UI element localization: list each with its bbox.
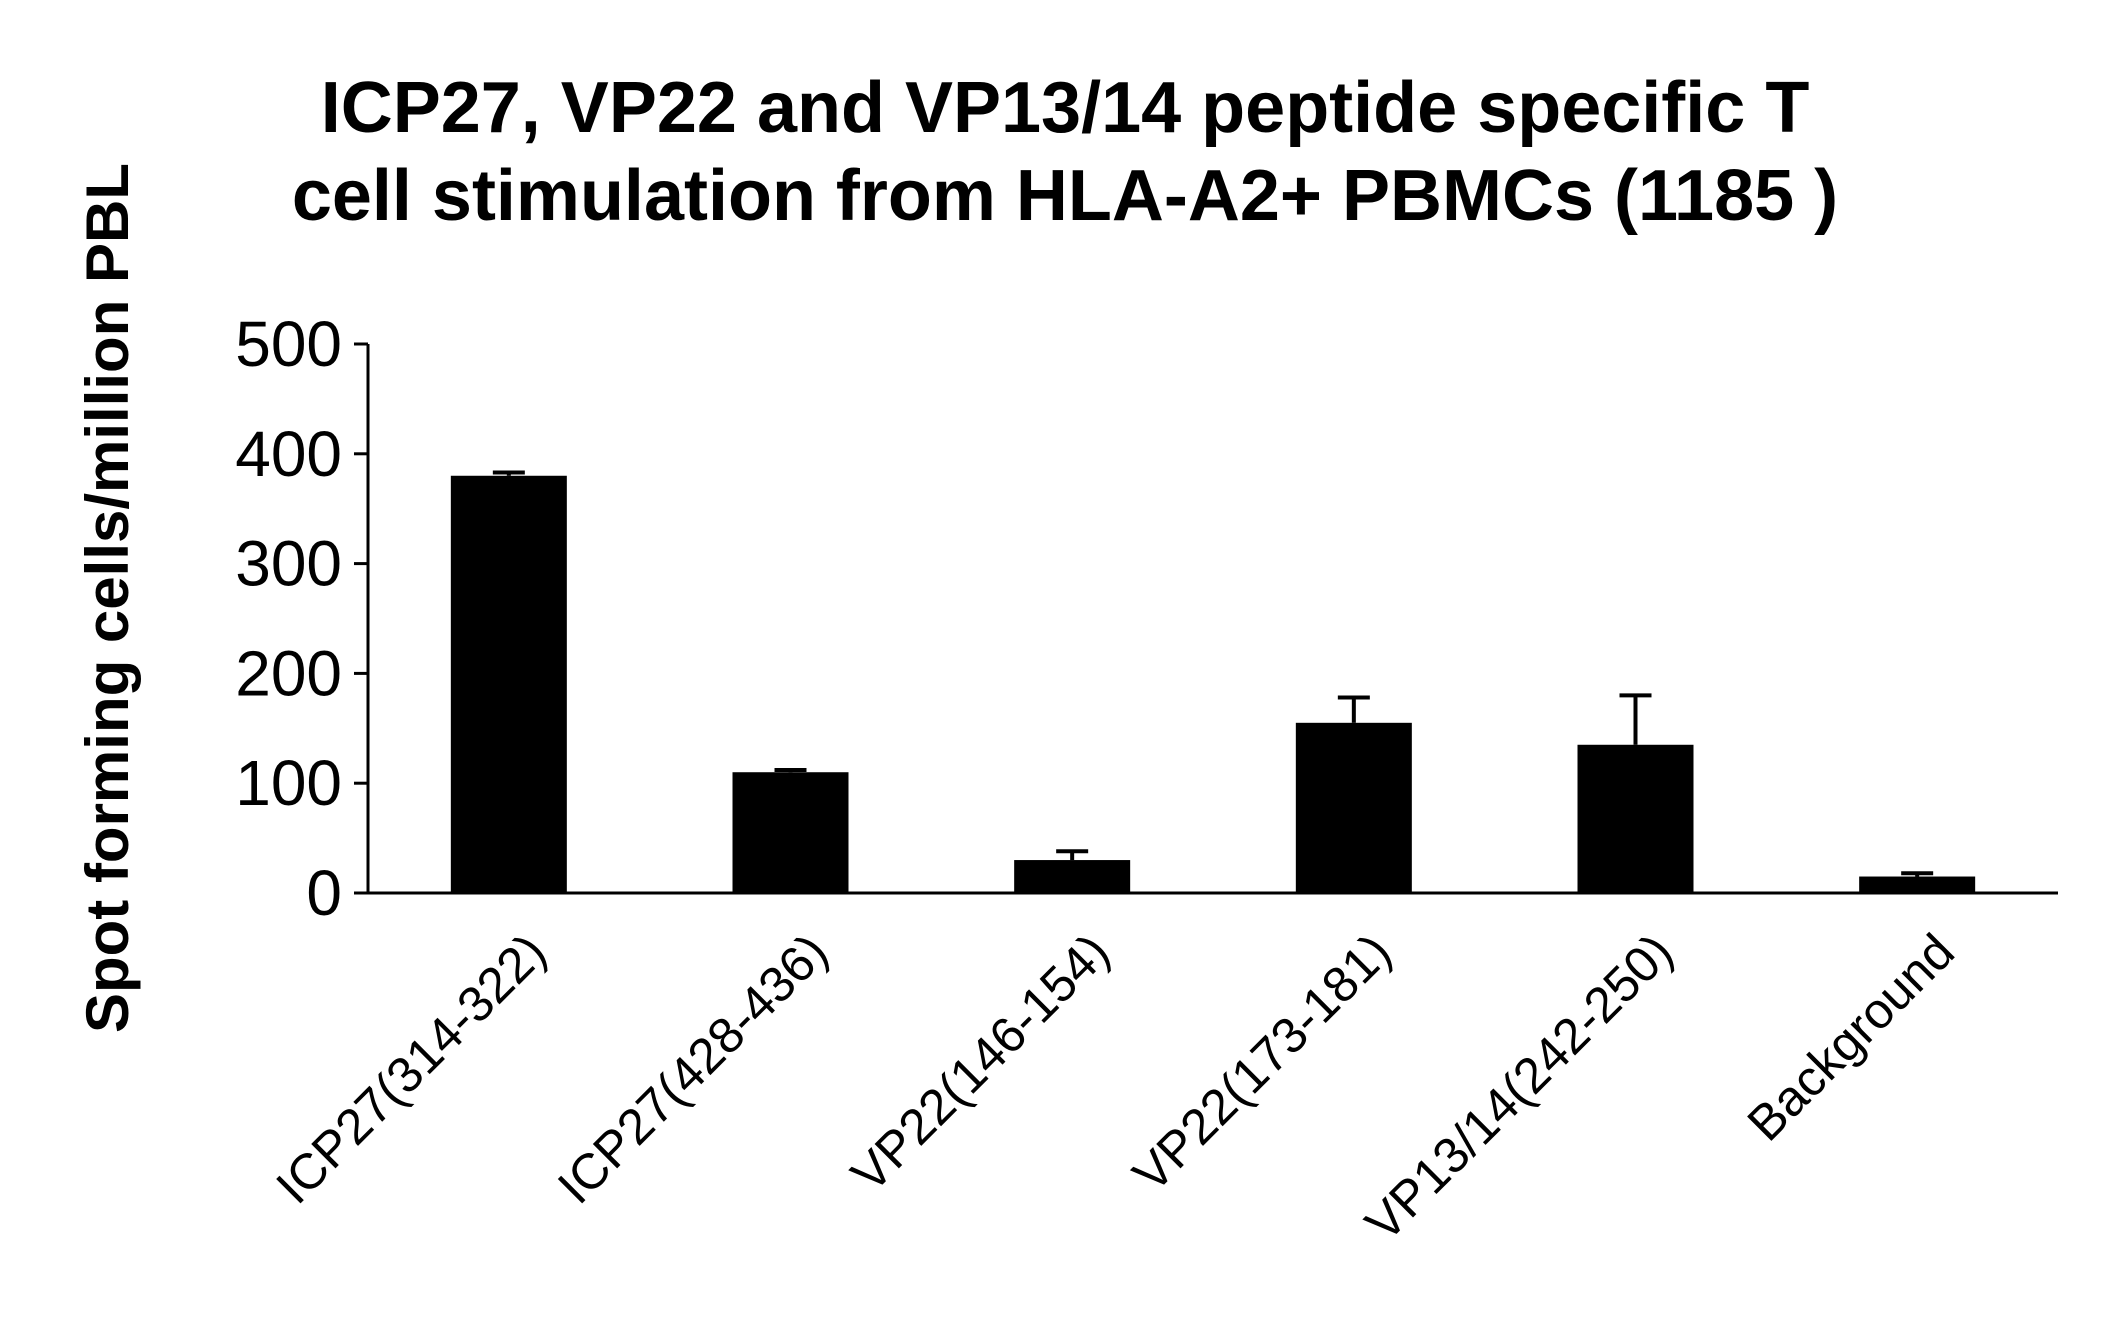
x-tick-label: VP13/14(242-250) — [1355, 923, 1684, 1252]
axes — [366, 344, 2058, 895]
x-tick-label: ICP27(314-322) — [265, 923, 556, 1214]
y-tick-label: 200 — [235, 637, 342, 709]
y-tick-label: 0 — [306, 857, 342, 929]
y-tick-label: 100 — [235, 747, 342, 819]
y-ticks: 0 100 200 300 400 500 — [235, 308, 368, 929]
y-tick-label: 400 — [235, 418, 342, 490]
y-tick-label: 500 — [235, 308, 342, 380]
y-axis-label: Spot forming cells/million PBL — [74, 163, 141, 1033]
x-tick-label: VP22(173-181) — [1122, 923, 1401, 1202]
bar — [732, 772, 849, 893]
bar — [1295, 722, 1412, 893]
x-tick-label: VP22(146-154) — [841, 923, 1120, 1202]
chart-title-line-1: ICP27, VP22 and VP13/14 peptide specific… — [321, 68, 1810, 148]
x-tick-labels: ICP27(314-322)ICP27(428-436) VP22(146-154… — [265, 923, 1964, 1252]
x-tick-label: ICP27(428-436) — [547, 923, 838, 1214]
bars — [450, 470, 1976, 893]
y-tick-label: 300 — [235, 528, 342, 600]
x-tick-label: Background — [1737, 923, 1965, 1151]
bar — [1577, 744, 1694, 893]
bar — [450, 475, 567, 893]
chart-title-line-2: cell stimulation from HLA-A2+ PBMCs (118… — [292, 156, 1838, 236]
bar — [1014, 860, 1131, 893]
bar — [1859, 876, 1976, 893]
